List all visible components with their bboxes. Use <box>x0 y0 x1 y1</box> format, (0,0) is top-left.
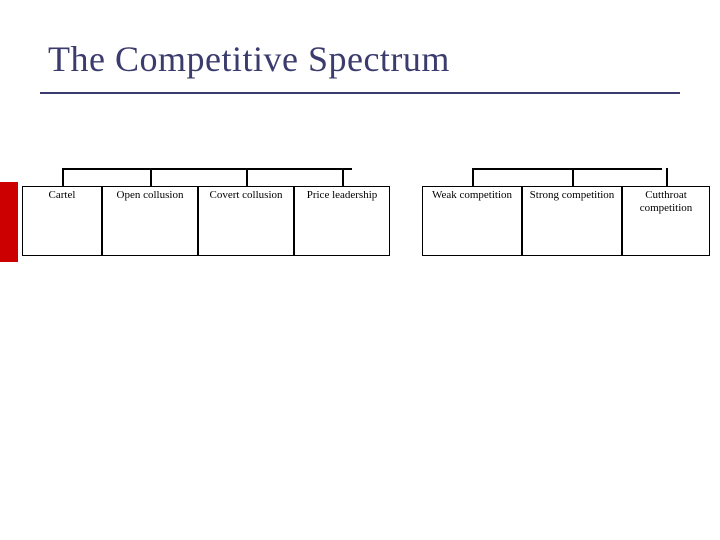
spectrum-box: Price leadership <box>294 186 390 256</box>
title-underline <box>40 92 680 94</box>
connector-tick <box>246 168 248 186</box>
spectrum-diagram: CartelOpen collusionCovert collusionPric… <box>22 150 712 280</box>
spectrum-box: Cartel <box>22 186 102 256</box>
connector-line <box>62 168 352 170</box>
connector-tick <box>342 168 344 186</box>
spectrum-box: Open collusion <box>102 186 198 256</box>
accent-sidebar <box>0 182 18 262</box>
connector-tick <box>150 168 152 186</box>
connector-tick <box>472 168 474 186</box>
spectrum-box: Weak competition <box>422 186 522 256</box>
connector-line <box>472 168 662 170</box>
connector-tick <box>666 168 668 186</box>
connector-tick <box>572 168 574 186</box>
page-title: The Competitive Spectrum <box>48 38 450 80</box>
spectrum-box: Covert collusion <box>198 186 294 256</box>
spectrum-box: Cutthroat competition <box>622 186 710 256</box>
connector-tick <box>62 168 64 186</box>
spectrum-box: Strong competition <box>522 186 622 256</box>
